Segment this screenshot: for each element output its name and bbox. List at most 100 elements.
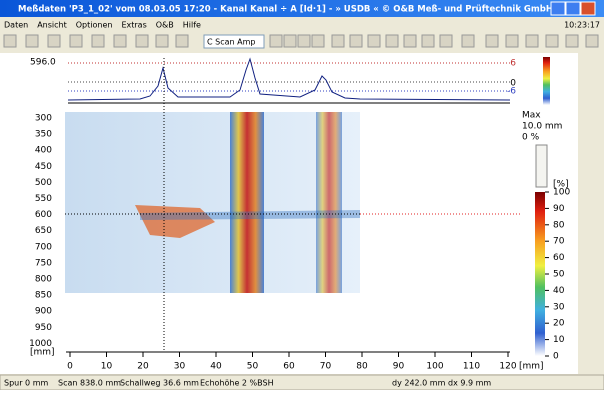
y-tick-label: 850	[35, 291, 52, 301]
toolbar-button[interactable]	[92, 35, 104, 47]
y-tick-label: 600	[35, 210, 52, 220]
status-field: dy 242.0 mm	[392, 379, 446, 388]
heatmap-bg	[65, 112, 360, 293]
toolbar-button[interactable]	[4, 35, 16, 47]
toolbar-button[interactable]	[566, 35, 578, 47]
x-tick-label: 20	[137, 362, 149, 372]
toolbar-button[interactable]	[486, 35, 498, 47]
y-tick-label: 750	[35, 258, 52, 268]
menu-item[interactable]: Ansicht	[37, 21, 67, 30]
menu-item[interactable]: Extras	[121, 21, 146, 30]
toolbar-button[interactable]	[440, 35, 452, 47]
status-field: Spur 0 mm	[4, 379, 48, 388]
minimize-button[interactable]	[551, 2, 565, 15]
y-tick-label: 500	[35, 178, 52, 188]
toolbar-button[interactable]	[114, 35, 126, 47]
toolbar-button[interactable]	[270, 35, 282, 47]
a-scan-label: 596.0	[30, 58, 56, 68]
c-scan-image	[65, 112, 360, 293]
y-tick-label: 900	[35, 307, 52, 317]
toolbar-button[interactable]	[70, 35, 82, 47]
toolbar-button[interactable]	[546, 35, 558, 47]
window-title: Meßdaten 'P3_1_02' vom 08.03.05 17:20 - …	[18, 5, 553, 15]
status-field: Scan 838.0 mm	[58, 379, 121, 388]
toolbar-button[interactable]	[298, 35, 310, 47]
threshold-slider[interactable]	[536, 145, 547, 187]
x-tick-label: 0	[67, 362, 73, 372]
scale-unit: [%]	[553, 180, 569, 190]
colorbar-label: 90	[553, 204, 565, 214]
toolbar-button[interactable]	[350, 35, 362, 47]
x-unit: [mm]	[519, 362, 544, 372]
colorbar-label: 50	[553, 270, 565, 280]
x-tick-label: 110	[463, 362, 480, 372]
toolbar-button[interactable]	[332, 35, 344, 47]
colorbar-label: 40	[553, 286, 565, 296]
x-tick-label: 60	[283, 362, 295, 372]
toolbar-button[interactable]	[586, 35, 598, 47]
mode-combo-text: C Scan Amp	[207, 38, 255, 47]
x-tick-label: 120	[499, 362, 516, 372]
y-tick-label: 350	[35, 130, 52, 140]
toolbar-button[interactable]	[368, 35, 380, 47]
toolbar-button[interactable]	[404, 35, 416, 47]
y-tick-label: 800	[35, 275, 52, 285]
colorbar-label: 10	[553, 335, 565, 345]
y-tick-label: 300	[35, 114, 52, 124]
y-unit: [mm]	[30, 348, 55, 358]
maximize-button[interactable]	[566, 2, 580, 15]
toolbar-button[interactable]	[506, 35, 518, 47]
toolbar-button[interactable]	[386, 35, 398, 47]
toolbar-button[interactable]	[156, 35, 168, 47]
heatmap-streak	[230, 112, 264, 293]
colorbar-label: 70	[553, 237, 565, 247]
page: Meßdaten 'P3_1_02' vom 08.03.05 17:20 - …	[0, 0, 604, 390]
clock: 10:23:17	[564, 21, 600, 30]
y-tick-label: 400	[35, 146, 52, 156]
menu-item[interactable]: Optionen	[76, 21, 113, 30]
y-tick-label: 700	[35, 242, 52, 252]
app-window: Meßdaten 'P3_1_02' vom 08.03.05 17:20 - …	[0, 0, 604, 390]
colorbar-label: 0	[553, 352, 559, 362]
toolbar-buttons	[4, 35, 598, 47]
max-value: 10.0 mm	[522, 122, 562, 132]
toolbar-button[interactable]	[462, 35, 474, 47]
toolbar-button[interactable]	[284, 35, 296, 47]
y-tick-label: 950	[35, 323, 52, 333]
toolbar-button[interactable]	[422, 35, 434, 47]
heatmap-streak	[316, 112, 342, 293]
y-tick-label: 650	[35, 226, 52, 236]
toolbar-button[interactable]	[312, 35, 324, 47]
level-label: -6	[507, 87, 516, 97]
x-tick-label: 30	[174, 362, 186, 372]
menu-item[interactable]: O&B	[156, 21, 174, 30]
x-tick-label: 90	[393, 362, 405, 372]
x-tick-label: 70	[320, 362, 332, 372]
status-field: dx 9.9 mm	[448, 379, 491, 388]
x-tick-label: 40	[210, 362, 222, 372]
close-button[interactable]	[581, 2, 595, 15]
menu-item[interactable]: Daten	[4, 21, 28, 30]
status-field: Schallweg 36.6 mm	[120, 379, 199, 388]
toolbar-button[interactable]	[526, 35, 538, 47]
toolbar-button[interactable]	[176, 35, 188, 47]
colorbar	[535, 192, 545, 356]
x-tick-label: 10	[101, 362, 113, 372]
menu-item[interactable]: Hilfe	[183, 21, 201, 30]
toolbar-button[interactable]	[48, 35, 60, 47]
toolbar-button[interactable]	[136, 35, 148, 47]
a-scan-colorbar	[543, 57, 550, 105]
status-field: Echohöhe 2 %BSH	[200, 379, 274, 388]
max-label: Max	[522, 111, 541, 121]
colorbar-label: 60	[553, 253, 565, 263]
x-tick-label: 80	[356, 362, 368, 372]
y-tick-label: 550	[35, 194, 52, 204]
colorbar-label: 80	[553, 220, 565, 230]
percent-value: 0 %	[522, 133, 540, 143]
x-tick-label: 100	[426, 362, 443, 372]
colorbar-label: 20	[553, 319, 565, 329]
toolbar-button[interactable]	[26, 35, 38, 47]
colorbar-label: 30	[553, 302, 565, 312]
y-tick-label: 450	[35, 162, 52, 172]
